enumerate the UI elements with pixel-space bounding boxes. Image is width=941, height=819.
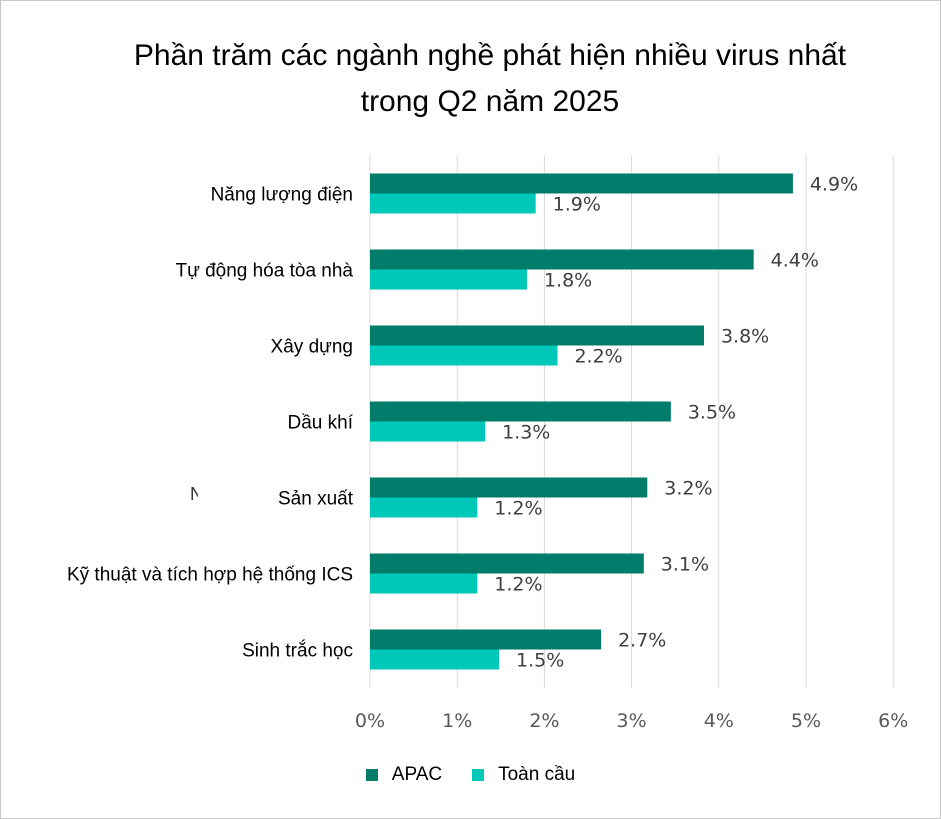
x-tick-label: 4% <box>704 710 734 732</box>
data-label-global: 1.2% <box>494 574 542 596</box>
bar-global <box>370 497 478 518</box>
data-label-apac: 4.9% <box>810 174 858 196</box>
bar-global <box>370 421 486 442</box>
bar-apac <box>370 401 671 422</box>
category-label: Xây dựng <box>271 337 353 358</box>
legend-swatch-global <box>472 769 485 781</box>
category-label: Tự động hóa tòa nhà <box>175 261 353 282</box>
category-label: Sản xuất <box>278 489 354 510</box>
x-tick-label: 5% <box>791 710 821 732</box>
data-label-global: 1.9% <box>553 194 601 216</box>
bar-global <box>370 269 527 290</box>
data-label-global: 1.3% <box>502 422 550 444</box>
data-label-apac: 3.5% <box>688 402 736 424</box>
chart-title-line-1: Phần trăm các ngành nghề phát hiện nhiều… <box>133 39 847 72</box>
category-label: Năng lượng điện <box>211 185 353 206</box>
data-label-global: 1.2% <box>494 498 542 520</box>
bar-apac <box>370 173 793 194</box>
category-label: Dầu khí <box>288 413 354 434</box>
legend-label-global: Toàn cầu <box>498 764 576 785</box>
data-label-apac: 3.2% <box>664 478 712 500</box>
bar-apac <box>370 629 602 650</box>
data-label-apac: 3.1% <box>661 554 709 576</box>
bar-global <box>370 573 478 594</box>
bar-apac <box>370 325 704 346</box>
category-label: Kỹ thuật và tích hợp hệ thống ICS <box>67 565 353 586</box>
bar-global <box>370 193 536 214</box>
category-label: Sinh trắc học <box>242 640 353 662</box>
bar-global <box>370 345 558 366</box>
bar-apac <box>370 249 754 270</box>
data-label-apac: 4.4% <box>771 250 819 272</box>
bar-apac <box>370 553 644 574</box>
tick-layer: 0% 1% 2% 3% 4% 5% 6% <box>355 710 908 732</box>
bar-global <box>370 649 500 670</box>
category-layer: Năng lượng điện Tự động hóa tòa nhà Xây dự… <box>67 185 354 662</box>
data-label-global: 1.8% <box>544 270 592 292</box>
label-layer: 4.9% 1.9% 4.4% 1.8% 3.8% 2.2% 3.5% 1.3% 3.2% 1.2%… <box>494 174 858 672</box>
bar-chart: 4.9% 1.9% 4.4% 1.8% 3.8% 2.2% 3.5% 1.3% 3.2% 1.2%… <box>67 155 908 732</box>
data-label-apac: 3.8% <box>721 326 769 348</box>
stray-text: N <box>190 484 198 504</box>
legend-item-global: Toàn cầu <box>472 764 575 786</box>
x-tick-label: 2% <box>529 710 559 732</box>
legend-label-apac: APAC <box>391 764 443 785</box>
data-label-global: 1.5% <box>516 650 564 672</box>
data-label-global: 2.2% <box>574 346 622 368</box>
x-tick-label: 1% <box>442 710 472 732</box>
chart-title-line-2: trong Q2 năm 2025 <box>360 85 620 118</box>
bar-apac <box>370 477 648 498</box>
bar-layer <box>370 173 793 670</box>
data-label-apac: 2.7% <box>618 630 666 652</box>
legend: APAC Toàn cầu <box>0 764 941 786</box>
legend-item-apac: APAC <box>365 764 443 786</box>
x-tick-label: 6% <box>878 710 908 732</box>
legend-swatch-apac <box>365 769 378 781</box>
x-tick-label: 0% <box>355 710 385 732</box>
x-tick-label: 3% <box>617 710 647 732</box>
